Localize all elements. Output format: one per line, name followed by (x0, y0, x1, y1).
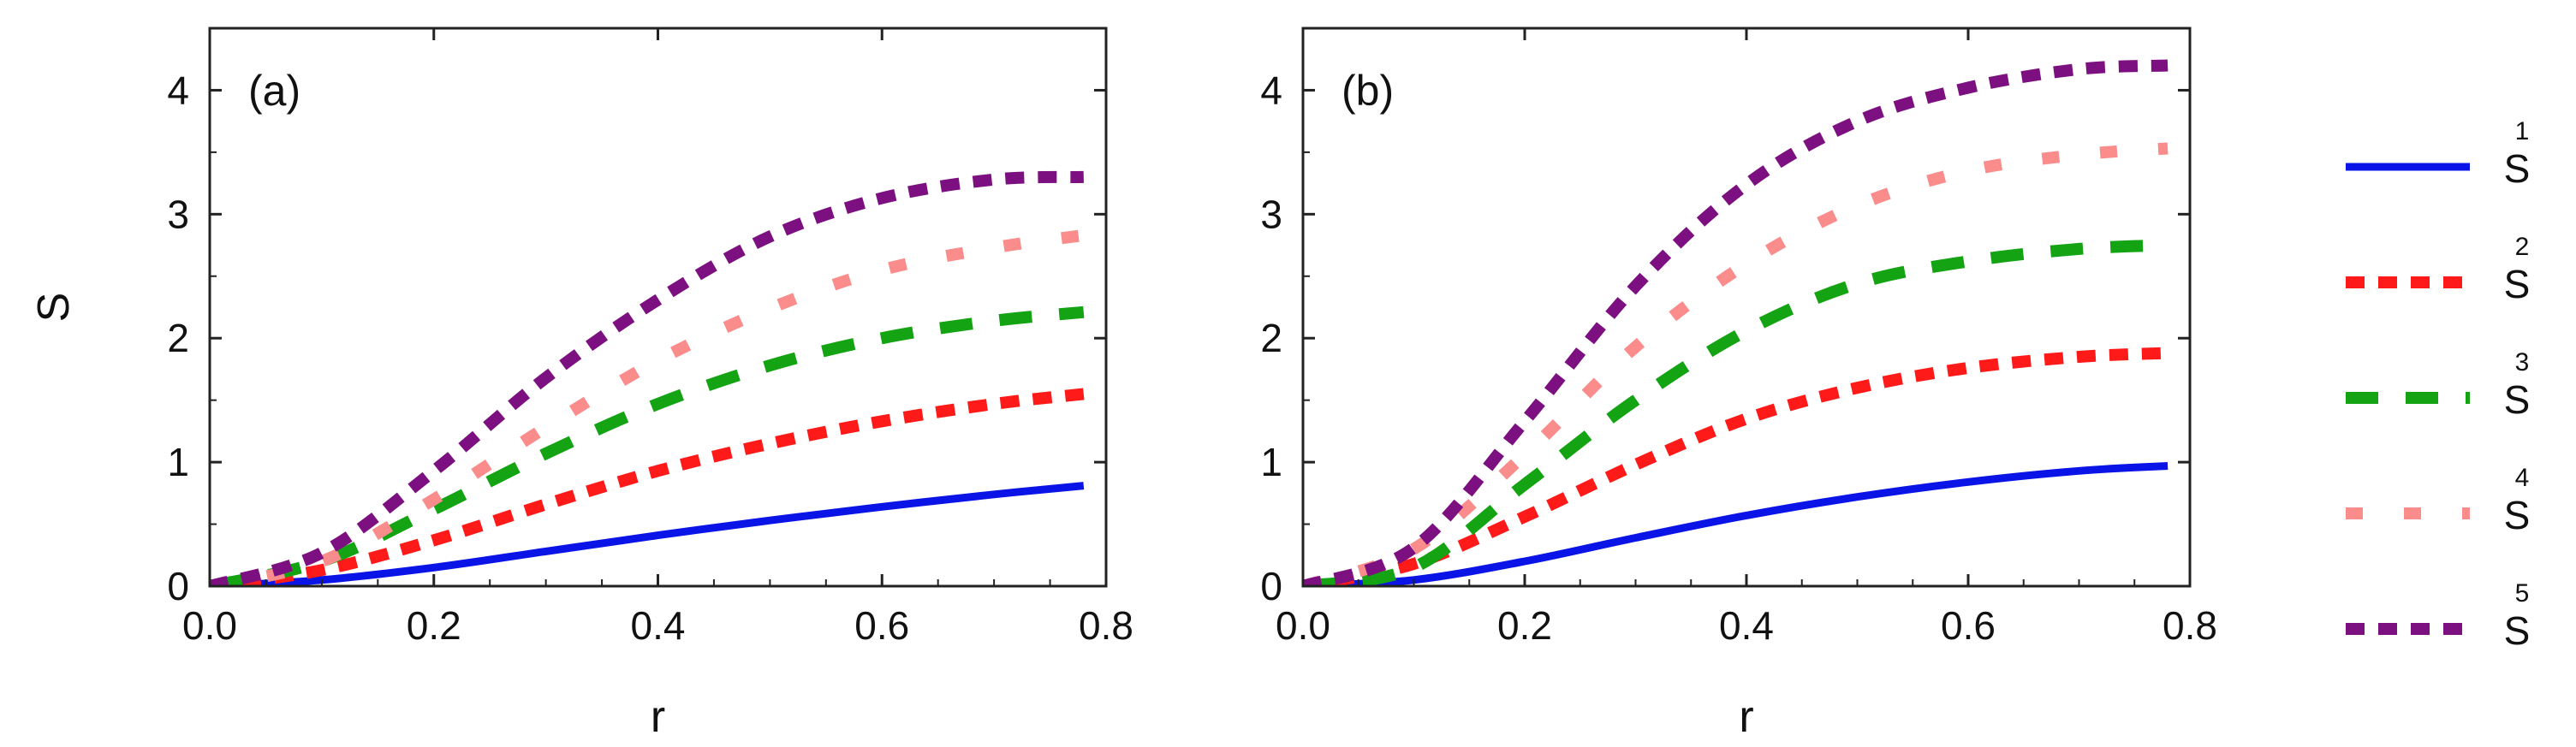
y-tick-label: 3 (1260, 192, 1282, 236)
y-tick-label: 4 (167, 68, 189, 112)
y-tick-label: 2 (167, 316, 189, 360)
series-line-s3 (210, 305, 1085, 586)
y-tick-label: 0 (167, 564, 189, 608)
y-tick-label: 0 (1260, 564, 1282, 608)
panel-label: (a) (248, 67, 300, 115)
legend-item-s3: S3 (2346, 348, 2530, 422)
y-tick-label: 1 (1260, 440, 1282, 484)
y-tick-label: 3 (167, 192, 189, 236)
legend-item-s5: S5 (2346, 579, 2530, 653)
x-tick-label: 0.6 (1941, 603, 1996, 648)
chart-panel-2: 0.0 0.2 0.4 0.6 0.8 0 1 2 3 4 (b) r (1260, 27, 2217, 742)
legend-label: S (2504, 377, 2531, 422)
x-tick-label: 0.4 (1719, 603, 1774, 648)
plot-frame (1301, 27, 2192, 588)
y-tick-label: 4 (1260, 68, 1282, 112)
series-line-s2 (210, 388, 1085, 586)
series-line-s1 (1303, 462, 2168, 586)
legend-item-s4: S4 (2346, 464, 2530, 537)
legend-superscript: 2 (2515, 233, 2530, 261)
series-group (210, 170, 1085, 586)
x-tick-label: 0.8 (1079, 603, 1133, 648)
x-axis-label: r (651, 692, 665, 742)
x-tick-label: 0.0 (1276, 603, 1330, 648)
x-tick-label: 0.8 (2163, 603, 2217, 648)
y-axis-label: S (29, 293, 79, 323)
x-axis-label: r (1739, 692, 1753, 742)
plot-frame (208, 27, 1108, 588)
legend-superscript: 5 (2515, 579, 2530, 608)
series-line-s1 (210, 482, 1085, 586)
x-tick-label: 0.0 (182, 603, 237, 648)
panel-label: (b) (1342, 67, 1394, 115)
legend-label: S (2504, 493, 2531, 537)
y-tick-label: 2 (1260, 316, 1282, 360)
x-tick-label: 0.4 (631, 603, 686, 648)
series-line-s5 (1303, 59, 2168, 586)
legend-superscript: 3 (2515, 348, 2530, 376)
series-group (1303, 59, 2168, 586)
legend-superscript: 4 (2515, 464, 2530, 492)
series-line-s5 (210, 170, 1084, 586)
y-tick-label: 1 (167, 440, 189, 484)
x-tick-label: 0.6 (854, 603, 909, 648)
legend-item-s2: S2 (2346, 233, 2530, 306)
legend-label: S (2504, 608, 2531, 653)
legend-superscript: 1 (2515, 117, 2530, 145)
chart-panel-1: 0.0 0.2 0.4 0.6 0.8 0 1 2 3 4 (a) r S (29, 27, 1133, 742)
legend-label: S (2504, 262, 2531, 306)
legend-label: S (2504, 146, 2531, 191)
x-tick-label: 0.2 (1497, 603, 1552, 648)
x-tick-label: 0.2 (407, 603, 461, 648)
legend-item-s1: S1 (2346, 117, 2530, 191)
series-line-s4 (210, 229, 1085, 586)
